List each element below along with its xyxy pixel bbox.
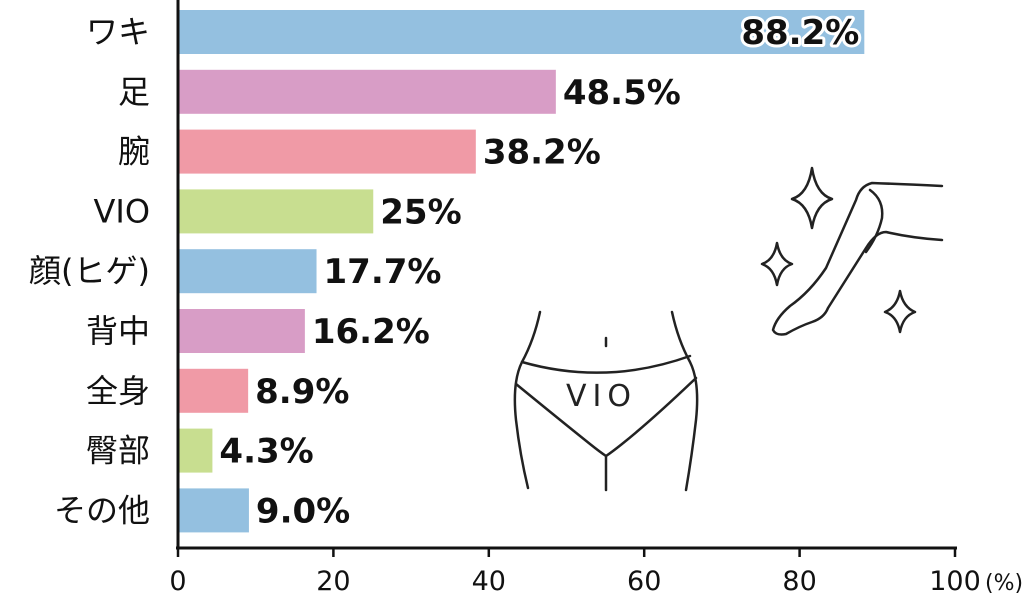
leg-icon-inner [864,188,884,254]
vio-illustration-label: VIO [566,379,637,414]
leg-icon [771,181,944,336]
value-label: 48.5% [563,73,681,113]
bar [179,10,865,54]
value-label: 38.2% [483,133,601,173]
bar [179,69,556,114]
bar [179,428,213,473]
bar [179,309,305,353]
bar [179,189,374,234]
sparkle-icon [883,289,917,334]
category-label: 全身 [86,372,150,410]
leg-illustration [760,166,944,336]
value-label: 9.0% [256,491,350,531]
value-label: 25% [380,192,461,232]
x-axis-unit: (%) [985,571,1023,596]
bar [179,249,317,294]
category-label: 背中 [86,312,150,350]
sparkle-icon [760,241,794,287]
x-tick-label: 100 [929,566,981,597]
category-label: 腕 [118,133,150,171]
value-label: 17.7% [324,252,442,292]
category-label: ワキ [86,13,150,51]
bar [179,129,476,174]
x-ticks-group: 0 20 40 60 80 100 [169,548,981,597]
category-label: その他 [54,491,150,529]
sparkle-icon [790,166,834,230]
x-tick-label: 40 [472,566,506,597]
category-label: VIO [93,192,150,230]
value-label: 88.2% [741,13,859,53]
x-tick-label: 20 [316,566,350,597]
category-label: 足 [118,73,150,111]
axes-group: (%) [176,0,1023,596]
x-tick-label: 80 [782,566,816,597]
x-tick-label: 60 [627,566,661,597]
briefs-icon [513,310,699,492]
value-label: 8.9% [255,372,349,412]
category-label: 臀部 [86,432,150,470]
value-label: 4.3% [219,432,313,472]
bars-group: ワキ 88.2% 足 48.5% 腕 38.2% VIO 25% 顔(ヒゲ) 17.7% 背中 16.… [29,10,865,533]
value-label: 16.2% [312,312,430,352]
bar [179,368,249,413]
bar [179,488,249,533]
category-label: 顔(ヒゲ) [29,252,150,290]
x-tick-label: 0 [169,566,186,597]
